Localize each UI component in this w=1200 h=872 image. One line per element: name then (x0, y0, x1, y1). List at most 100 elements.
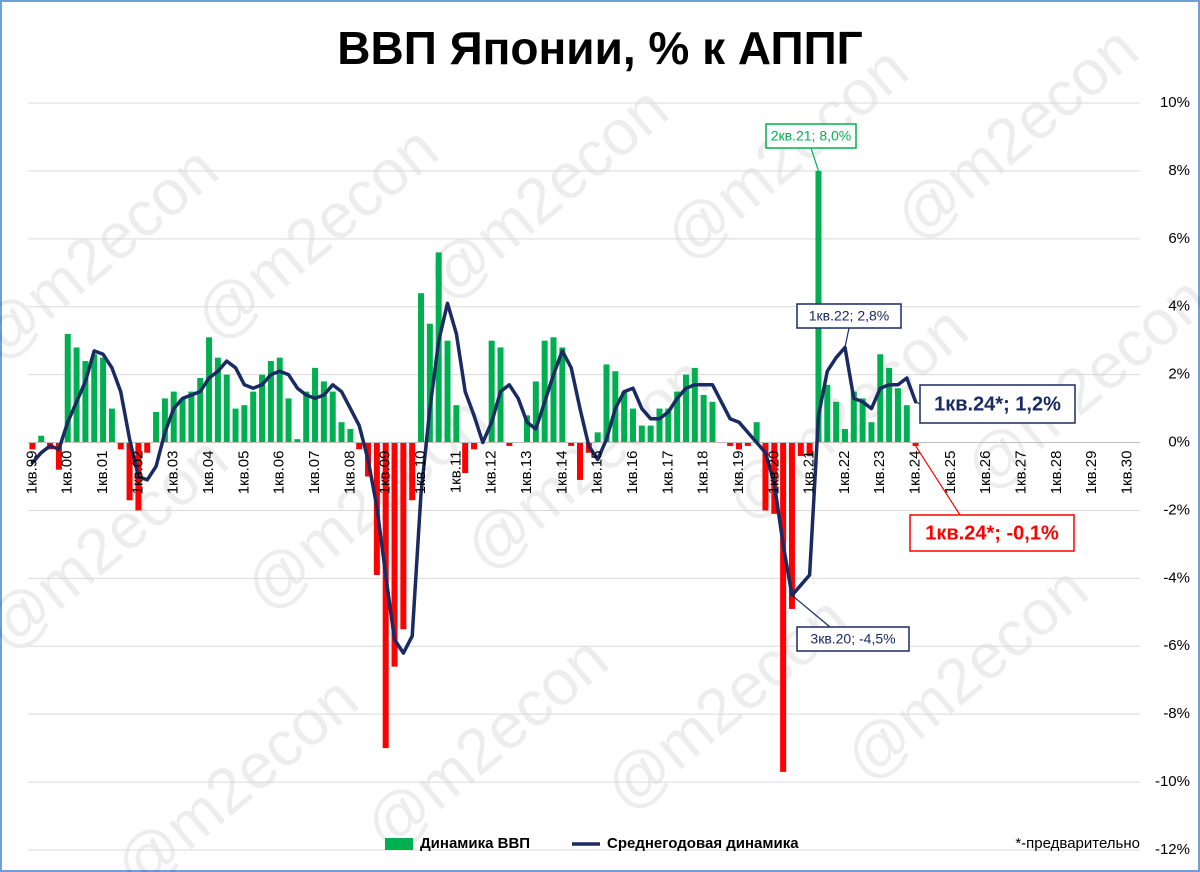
plot-area: -12% -10% -8% -6% -4% -2% 0% 2% 4% 6% 8% 10% 1кв.99 1… (23, 94, 1190, 858)
bar (700, 395, 707, 443)
bar (144, 442, 151, 453)
footnote: *-предварительно (1015, 835, 1140, 852)
annotation-leader (791, 594, 831, 628)
y-tick-label: 2% (1168, 366, 1190, 383)
bar (709, 401, 716, 443)
bar (647, 425, 654, 443)
bar (735, 442, 742, 450)
bar (100, 357, 107, 443)
x-tick-label: 1кв.09 (377, 451, 394, 495)
bar (426, 323, 433, 443)
bar (833, 401, 840, 443)
x-tick-label: 1кв.99 (23, 451, 40, 495)
bar (29, 442, 36, 450)
x-tick-label: 1кв.18 (695, 451, 712, 495)
bar (197, 378, 204, 443)
bar (250, 391, 257, 443)
bar (780, 442, 787, 772)
x-tick-label: 1кв.26 (977, 451, 994, 495)
x-tick-label: 1кв.13 (518, 451, 535, 495)
bar (744, 442, 751, 446)
annotation-box (909, 514, 1075, 552)
x-tick-label: 1кв.12 (483, 451, 500, 495)
bar (797, 442, 804, 457)
bar (232, 408, 239, 443)
bar (312, 367, 319, 443)
bar (418, 293, 425, 443)
x-tick-label: 1кв.27 (1013, 451, 1030, 495)
annotation-leader (810, 147, 820, 172)
annotation: 1кв.24*; -0,1% (925, 522, 1059, 544)
bar (188, 391, 195, 443)
bar (294, 439, 301, 443)
bar (64, 333, 71, 443)
x-tick-label: 1кв.23 (871, 451, 888, 495)
bar (903, 405, 910, 443)
bar (161, 398, 168, 443)
annotation-box (796, 303, 902, 329)
bar (850, 391, 857, 443)
y-tick-label: -12% (1155, 841, 1190, 858)
bar (391, 442, 398, 667)
x-tick-label: 1кв.07 (306, 451, 323, 495)
y-tick-label: 10% (1160, 94, 1190, 111)
bar (206, 337, 213, 443)
bar (550, 337, 557, 443)
bar (241, 405, 248, 443)
x-tick-label: 1кв.21 (801, 451, 818, 495)
bar (38, 435, 45, 443)
y-tick-label: -10% (1155, 773, 1190, 790)
x-tick-label: 1кв.17 (659, 451, 676, 495)
x-tick-label: 1кв.16 (624, 451, 641, 495)
x-tick-label: 1кв.20 (765, 451, 782, 495)
bar (594, 432, 601, 443)
bar (868, 422, 875, 443)
bar (214, 357, 221, 443)
bar (788, 442, 795, 609)
bar (303, 391, 310, 443)
bar (285, 398, 292, 443)
y-tick-label: 6% (1168, 230, 1190, 247)
annotation: 1кв.24*; 1,2% (934, 393, 1061, 415)
bar (621, 391, 628, 443)
bar (153, 411, 160, 443)
bar (444, 340, 451, 443)
y-tick-label: -6% (1163, 637, 1190, 654)
x-tick-label: 1кв.11 (447, 451, 464, 494)
bar (824, 384, 831, 443)
y-tick-label: 0% (1168, 434, 1190, 451)
x-tick-label: 1кв.05 (235, 451, 252, 495)
bar (179, 398, 186, 443)
bar (727, 442, 734, 446)
annotation-box (919, 384, 1076, 424)
x-tick-label: 1кв.19 (730, 451, 747, 495)
legend-swatch (385, 838, 413, 850)
bar (170, 391, 177, 443)
bar (682, 374, 689, 443)
bar (126, 442, 133, 501)
y-tick-label: 4% (1168, 298, 1190, 315)
bar (108, 408, 115, 443)
bar (577, 442, 583, 480)
bar (674, 391, 681, 443)
bar (506, 442, 513, 446)
x-tick-label: 1кв.00 (59, 451, 76, 495)
bar (559, 347, 566, 443)
bar (488, 340, 495, 443)
bar (338, 422, 345, 443)
x-tick-label: 1кв.08 (341, 451, 358, 495)
bar (55, 442, 62, 470)
annotation: 3кв.20; -4,5% (810, 631, 895, 647)
x-tick-label: 1кв.30 (1119, 451, 1136, 495)
bar (267, 361, 274, 443)
bar (603, 364, 610, 443)
bar (382, 442, 389, 749)
bar (806, 442, 813, 457)
bar (524, 415, 531, 443)
bar (347, 428, 354, 443)
x-tick-label: 1кв.03 (165, 451, 182, 495)
y-tick-label: -2% (1163, 501, 1190, 518)
annotation: 2кв.21; 8,0% (771, 128, 852, 144)
